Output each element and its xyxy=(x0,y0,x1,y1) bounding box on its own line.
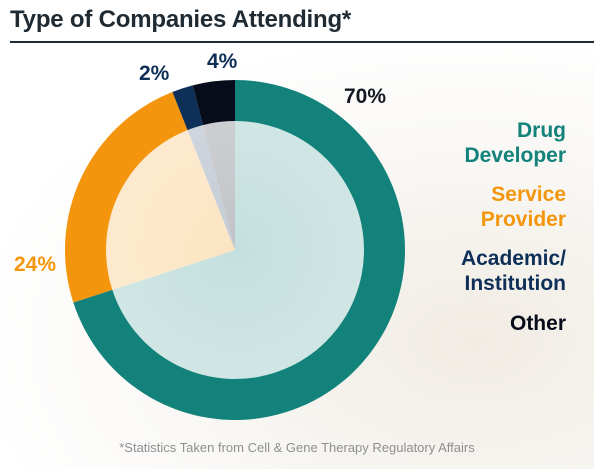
donut-hole xyxy=(106,121,364,379)
data-label-academic: 2% xyxy=(139,62,170,85)
legend-drug-line2: Developer xyxy=(464,144,566,167)
data-label-drug-developer: 70% xyxy=(344,85,386,108)
data-label-service-provider: 24% xyxy=(14,253,56,276)
legend-service-line1: Service xyxy=(491,183,566,206)
legend-other: Other xyxy=(510,312,566,335)
legend-service-line2: Provider xyxy=(481,208,566,231)
chart-title: Type of Companies Attending* xyxy=(10,6,352,33)
legend-drug-line1: Drug xyxy=(517,119,566,142)
title-divider xyxy=(10,41,594,43)
legend-academic-line1: Academic/ xyxy=(461,247,566,270)
legend-academic-line2: Institution xyxy=(465,272,566,295)
legend: Drug Developer Service Provider Academic… xyxy=(461,119,566,335)
footnote: *Statistics Taken from Cell & Gene Thera… xyxy=(119,440,475,455)
data-label-other: 4% xyxy=(207,50,238,73)
